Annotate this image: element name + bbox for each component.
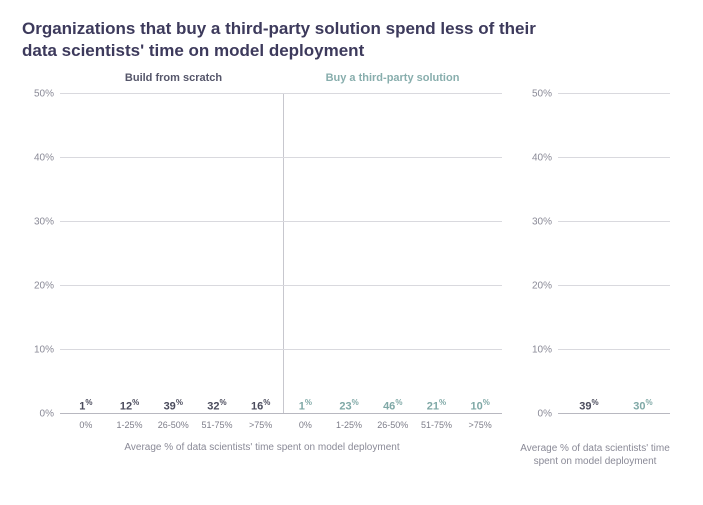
y-tick: 50% xyxy=(34,89,54,100)
group-summary: 39% 30% xyxy=(562,94,670,414)
gridline xyxy=(558,93,670,94)
category-label: >75% xyxy=(469,414,492,430)
gridline xyxy=(60,285,502,286)
y-tick: 0% xyxy=(538,409,552,420)
y-tick: 0% xyxy=(40,409,54,420)
panel-right: 0% 10% 20% 30% 40% 50% 39% 30% Average % of da… xyxy=(520,76,670,468)
chart-title: Organizations that buy a third-party sol… xyxy=(22,18,542,62)
category-label: >75% xyxy=(249,414,272,430)
gridline xyxy=(60,157,502,158)
bar-value-label: 39% xyxy=(164,398,183,415)
subtitle-buy: Buy a third-party solution xyxy=(283,72,502,84)
y-tick: 40% xyxy=(34,153,54,164)
chart-row: Build from scratch Buy a third-party sol… xyxy=(22,76,681,468)
y-tick: 10% xyxy=(34,345,54,356)
bar-value-label: 46% xyxy=(383,398,402,415)
plot-left: 0%10%20%30%40%50% 1%0%12%1-25%39%26-50%3… xyxy=(22,94,502,414)
category-label: 26-50% xyxy=(377,414,408,430)
x-label-right: Average % of data scientists' time spent… xyxy=(520,442,670,468)
gridline xyxy=(60,221,502,222)
bar-value-label: 23% xyxy=(339,398,358,415)
gridline xyxy=(558,221,670,222)
y-tick: 30% xyxy=(532,217,552,228)
y-tick: 20% xyxy=(34,281,54,292)
category-label: 1-25% xyxy=(336,414,362,430)
panel-left: Build from scratch Buy a third-party sol… xyxy=(22,76,502,468)
y-tick: 50% xyxy=(532,89,552,100)
subtitle-build: Build from scratch xyxy=(64,72,283,84)
bar-value-label: 1% xyxy=(79,398,92,415)
bar-value-label: 32% xyxy=(207,398,226,415)
x-label-left: Average % of data scientists' time spent… xyxy=(22,442,502,453)
bar-value-label: 16% xyxy=(251,398,270,415)
group-buy: 1%0%23%1-25%46%26-50%21%51-75%10%>75% xyxy=(283,94,503,414)
gridline xyxy=(60,349,502,350)
category-label: 51-75% xyxy=(421,414,452,430)
bar-value-label: 12% xyxy=(120,398,139,415)
group-build: 1%0%12%1-25%39%26-50%32%51-75%16%>75% xyxy=(64,94,283,414)
plot-right: 0%10%20%30%40%50% 39%30% xyxy=(520,94,670,414)
bar-value-label: 10% xyxy=(470,398,489,415)
gridline xyxy=(60,93,502,94)
gridline xyxy=(558,157,670,158)
gridline xyxy=(558,285,670,286)
category-label: 1-25% xyxy=(117,414,143,430)
y-tick: 40% xyxy=(532,153,552,164)
category-label: 0% xyxy=(79,414,92,430)
bar-value-label: 1% xyxy=(299,398,312,415)
gridline xyxy=(558,349,670,350)
y-tick: 10% xyxy=(532,345,552,356)
y-tick: 20% xyxy=(532,281,552,292)
bar-value-label: 30% xyxy=(633,398,652,415)
category-label: 51-75% xyxy=(201,414,232,430)
bar-value-label: 21% xyxy=(427,398,446,415)
category-label: 0% xyxy=(299,414,312,430)
y-tick: 30% xyxy=(34,217,54,228)
category-label: 26-50% xyxy=(158,414,189,430)
bar-value-label: 39% xyxy=(579,398,598,415)
